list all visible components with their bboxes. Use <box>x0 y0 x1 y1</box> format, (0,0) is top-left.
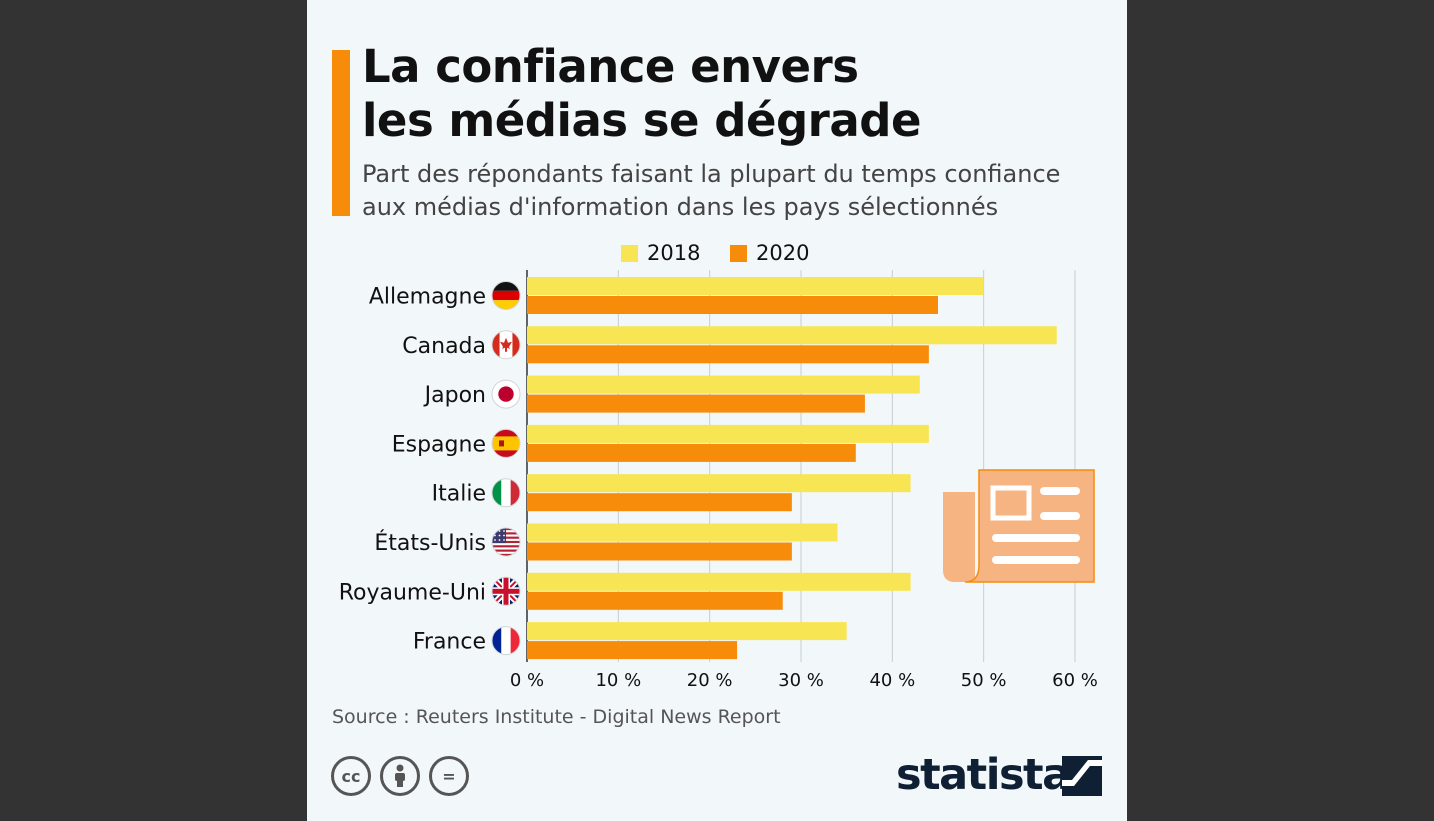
bar-layer <box>527 277 1057 660</box>
bar-2020 <box>527 542 792 561</box>
title-line-2: les médias se dégrade <box>362 94 921 147</box>
bar-2020 <box>527 591 783 610</box>
legend-swatch-2018 <box>621 244 638 262</box>
x-tick-label: 20 % <box>687 670 733 691</box>
bar-2018 <box>527 326 1057 345</box>
category-label: France <box>413 630 486 655</box>
statista-logo-icon[interactable] <box>1062 756 1102 796</box>
newspaper-icon <box>943 469 1095 583</box>
usa-flag-icon <box>491 527 521 557</box>
x-tick-label: 0 % <box>510 670 544 691</box>
bar-2018 <box>527 622 847 641</box>
category-label: Italie <box>432 482 486 507</box>
subtitle-line-2: aux médias d'information dans les pays s… <box>362 193 999 221</box>
bar-2018 <box>527 375 920 394</box>
by-person-icon[interactable] <box>380 756 420 796</box>
legend-label-2018: 2018 <box>647 241 701 265</box>
japan-flag-icon <box>491 379 521 409</box>
license-icons: cc = <box>331 756 469 796</box>
category-label: Allemagne <box>369 285 486 310</box>
italy-flag-icon <box>491 478 521 508</box>
person-glyph <box>395 764 405 787</box>
category-label: Royaume-Uni <box>339 580 486 605</box>
category-label: Espagne <box>392 432 486 457</box>
chart-legend: 2018 2020 <box>0 241 1434 269</box>
germany-flag-icon <box>491 281 521 310</box>
bar-2018 <box>527 572 911 591</box>
category-label: États-Unis <box>374 530 486 556</box>
bar-2020 <box>527 394 865 413</box>
bar-2020 <box>527 641 738 660</box>
cc-icon[interactable]: cc <box>331 756 371 796</box>
bar-2020 <box>527 296 938 314</box>
bar-2020 <box>527 345 929 364</box>
x-tick-label: 60 % <box>1052 670 1098 691</box>
legend-label-2020: 2020 <box>756 241 810 265</box>
x-tick-label: 30 % <box>778 670 824 691</box>
flag-layer <box>491 281 521 656</box>
france-flag-icon <box>491 626 521 656</box>
statista-logo-text[interactable]: statista <box>896 750 1071 800</box>
bar-2018 <box>527 474 911 493</box>
label-layer: Allemagne Canada Japon Espagne Italie États-U… <box>339 285 486 655</box>
bar-2020 <box>527 443 856 462</box>
bar-2018 <box>527 277 984 295</box>
title-accent-bar <box>332 50 350 216</box>
uk-flag-icon <box>491 576 521 606</box>
bar-2018 <box>527 424 929 443</box>
cc-icon-label: cc <box>341 766 361 786</box>
canada-flag-icon <box>491 330 521 360</box>
spain-flag-icon <box>491 428 521 458</box>
bar-2018 <box>527 523 838 542</box>
category-label: Canada <box>402 334 486 359</box>
legend-item-2018: 2018 <box>621 241 700 265</box>
title-line-1: La confiance envers <box>362 40 859 93</box>
x-tick-label: 10 % <box>595 670 641 691</box>
subtitle-line-1: Part des répondants faisant la plupart d… <box>362 160 1061 188</box>
chart-subtitle: Part des répondants faisant la plupart d… <box>362 158 1112 224</box>
legend-swatch-2020 <box>730 244 747 262</box>
tick-layer: 0 % 10 % 20 % 30 % 40 % 50 % 60 % <box>510 670 1098 691</box>
legend-item-2020: 2020 <box>730 241 809 265</box>
source-note: Source : Reuters Institute - Digital New… <box>332 706 781 728</box>
nd-icon-label: = <box>442 766 456 786</box>
x-tick-label: 50 % <box>961 670 1007 691</box>
chart-title: La confiance envers les médias se dégrad… <box>362 40 1102 148</box>
x-tick-label: 40 % <box>869 670 915 691</box>
category-label: Japon <box>423 383 486 408</box>
bar-2020 <box>527 493 792 512</box>
nd-equals-icon[interactable]: = <box>429 756 469 796</box>
